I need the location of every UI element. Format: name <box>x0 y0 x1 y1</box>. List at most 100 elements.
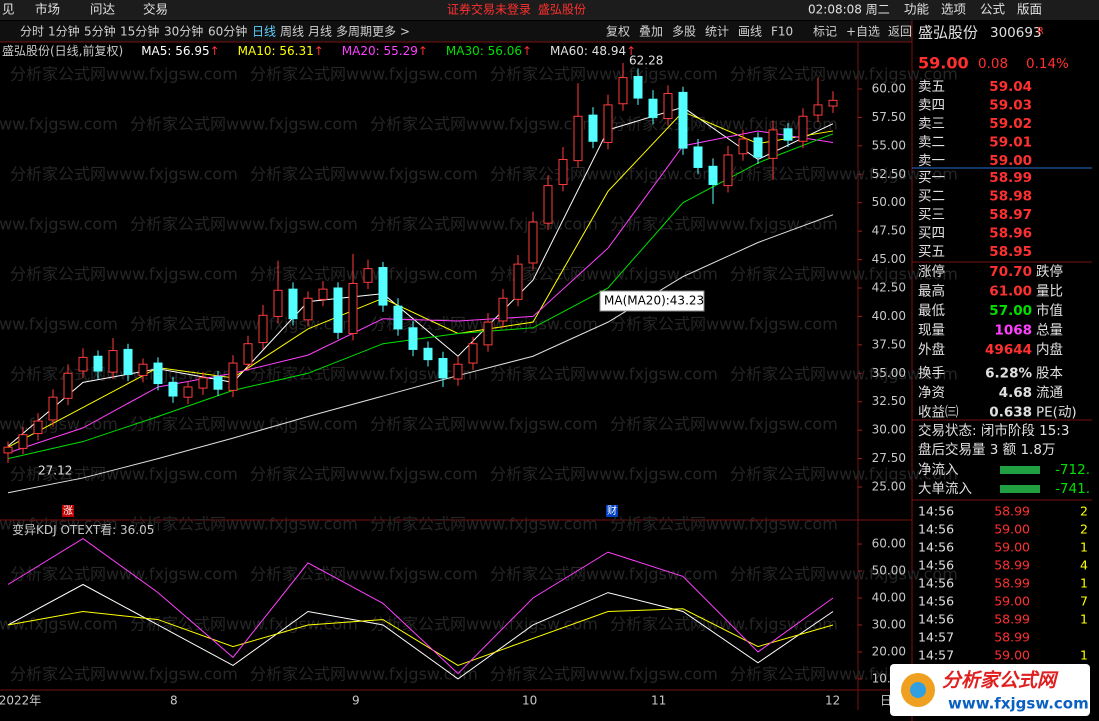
period-tab[interactable]: 周线 <box>280 25 304 39</box>
book-label: 卖三 <box>918 116 945 132</box>
watermark: 分析家公式网www.fxjgsw.com <box>730 65 958 84</box>
trade-volume: 4 <box>1080 558 1088 573</box>
y-tick-label: 45.00 <box>872 252 906 266</box>
change-pct: 0.14% <box>1026 56 1069 72</box>
period-tab[interactable]: 日线 <box>252 25 276 39</box>
trade-time: 14:56 <box>918 576 954 591</box>
candle-body <box>213 376 223 390</box>
period-tab[interactable]: 多周期 <box>336 25 372 39</box>
tool-button[interactable]: 复权 <box>606 25 630 39</box>
watermark: 分析家公式网www.fxjgsw.com <box>490 365 718 384</box>
candle-body <box>378 267 388 306</box>
stat-value: 6.28% <box>985 366 1032 382</box>
period-tab[interactable]: 月线 <box>308 25 332 39</box>
tool-button[interactable]: 标记 <box>813 25 837 39</box>
stat-label: 总量 <box>1036 323 1063 339</box>
legend-entry: MA10: 56.31↑ <box>238 44 324 58</box>
trade-time: 14:56 <box>918 612 954 627</box>
y-tick-label: 27.50 <box>872 451 906 465</box>
book-price: 59.03 <box>989 98 1032 114</box>
watermark: 分析家公式网www.fxjgsw.com <box>10 665 238 684</box>
stat-label: 收益㈢ <box>918 405 959 421</box>
tool-button[interactable]: 统计 <box>705 25 729 39</box>
legend-arrow: ↑ <box>314 44 324 58</box>
trade-price: 59.00 <box>994 522 1030 537</box>
tool-button[interactable]: 画线 <box>738 25 762 39</box>
candle-body <box>168 381 178 397</box>
stat-label: 量比 <box>1036 284 1063 300</box>
watermark: 分析家公式网www.fxjgsw.com <box>250 65 478 84</box>
legend-value: 48.94 <box>592 44 626 58</box>
candle-body <box>768 129 778 159</box>
legend-sep: : <box>584 44 592 58</box>
trade-time: 14:56 <box>918 504 954 519</box>
date-label: 9 <box>352 694 360 708</box>
stock-code: 300693 <box>990 25 1042 41</box>
candle-body <box>828 99 838 107</box>
trade-time: 14:57 <box>918 630 954 645</box>
legend-value: 56.31 <box>279 44 313 58</box>
stat-label: 内盘 <box>1036 341 1063 358</box>
stat-label: 净资 <box>918 385 945 401</box>
stat-label: 涨停 <box>918 263 945 280</box>
candle-body <box>603 104 613 143</box>
price: 59.00 <box>918 54 969 73</box>
watermark: 分析家公式网www.fxjgsw.com <box>0 415 118 434</box>
stock-name: 盛弘股份 <box>538 2 586 17</box>
tool-button[interactable]: 叠加 <box>639 25 663 39</box>
book-price: 58.97 <box>989 207 1032 223</box>
trade-price: 59.00 <box>994 648 1030 663</box>
period-tab[interactable]: 30分钟 <box>164 24 203 39</box>
y-tick-label: 57.50 <box>872 110 906 124</box>
toolbar <box>0 21 912 42</box>
trade-time: 14:56 <box>918 594 954 609</box>
watermark: 分析家公式网www.fxjgsw.com <box>250 365 478 384</box>
high-annotation: 62.28 <box>629 54 663 68</box>
tool-button[interactable]: 返回 <box>888 25 912 39</box>
period-tab[interactable]: 60分钟 <box>208 24 247 39</box>
book-price: 58.99 <box>989 170 1032 186</box>
chart-title: 盛弘股份(日线,前复权) <box>2 43 123 58</box>
watermark: 分析家公式网www.fxjgsw.com <box>370 215 598 234</box>
logo-box <box>890 664 1090 716</box>
watermark: 分析家公式网www.fxjgsw.com <box>610 215 838 234</box>
period-tab[interactable]: 更多 > <box>372 25 410 39</box>
legend-arrow: ↑ <box>626 44 636 58</box>
stat-label: 跌停 <box>1036 263 1063 280</box>
y-tick-label: 50.00 <box>872 195 906 209</box>
book-label: 卖五 <box>918 79 945 95</box>
y-tick-label: 30.00 <box>872 617 906 631</box>
period-tab[interactable]: 5分钟 <box>84 24 116 39</box>
menu-item: 见 <box>2 2 15 17</box>
tool-button[interactable]: 多股 <box>672 25 696 39</box>
candle-body <box>78 356 88 372</box>
trade-volume: 7 <box>1080 594 1088 609</box>
watermark: 分析家公式网www.fxjgsw.com <box>730 365 958 384</box>
menu-item: 功能 <box>904 2 930 17</box>
watermark: 分析家公式网www.fxjgsw.com <box>130 315 358 334</box>
legend-name: MA30 <box>446 44 480 58</box>
logo-icon <box>910 682 926 698</box>
period-tab[interactable]: 分时 <box>20 25 44 39</box>
tooltip-box <box>599 290 705 312</box>
y-tick-label: 37.50 <box>872 337 906 351</box>
menu-item: 公式 <box>980 2 1006 17</box>
book-label: 买三 <box>918 207 945 223</box>
tooltip: MA(MA20):43.23 <box>604 294 704 308</box>
watermark: 分析家公式网www.fxjgsw.com <box>250 665 478 684</box>
flow-value: -741. <box>1055 481 1090 497</box>
event-marker-label: 涨 <box>63 505 73 517</box>
period-tab[interactable]: 1分钟 <box>48 24 80 39</box>
event-marker <box>606 505 618 517</box>
stat-value: 4.68 <box>999 385 1032 401</box>
candle-body <box>198 377 208 389</box>
period-tab[interactable]: 15分钟 <box>120 24 159 39</box>
chart-title: 变异KDJ OTEXT看 <box>12 522 112 537</box>
watermark: 分析家公式网www.fxjgsw.com <box>490 165 718 184</box>
watermark: 分析家公式网www.fxjgsw.com <box>370 615 598 634</box>
tool-button[interactable]: +自选 <box>846 25 880 39</box>
tool-button[interactable]: F10 <box>771 25 793 39</box>
book-label: 买五 <box>918 244 945 260</box>
candle-body <box>363 268 373 283</box>
